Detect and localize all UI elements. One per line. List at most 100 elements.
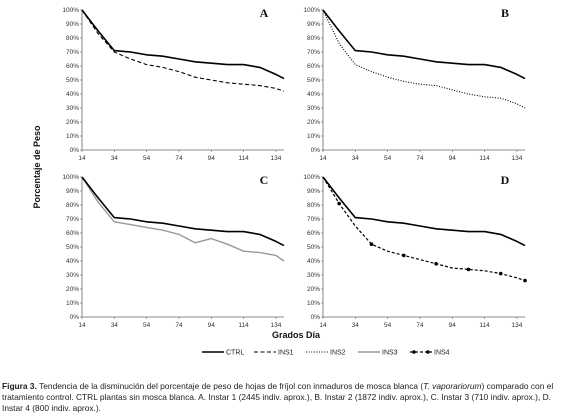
x-tick-label: 114 [238, 322, 249, 329]
y-tick-label: 70% [66, 216, 79, 223]
y-tick-label: 0% [311, 314, 321, 321]
panel-a: 0% 10% 20% 30% 40% 50% 60% 70% 80% 90% 100% 14 34 54 7… [62, 6, 285, 162]
y-tick-label: 60% [66, 63, 79, 70]
legend-marker [426, 350, 430, 354]
y-tick-label: 80% [66, 202, 79, 209]
series-line-ctrl [81, 9, 285, 80]
caption-text-before-species: Tendencia de la disminución del porcenta… [36, 381, 424, 391]
x-tick-label: 74 [416, 155, 424, 162]
x-tick-label: 34 [111, 322, 119, 329]
y-tick-label: 60% [307, 63, 320, 70]
y-tick-label: 30% [307, 105, 320, 112]
panel-letter: B [501, 6, 509, 20]
y-tick-label: 0% [70, 147, 80, 154]
x-tick-label: 74 [175, 322, 183, 329]
y-tick-label: 20% [66, 119, 79, 126]
caption-species: T. vaporariorum [423, 381, 482, 391]
x-tick-label: 14 [319, 155, 327, 162]
panel-c: 0% 10% 20% 30% 40% 50% 60% 70% 80% 90% 100% 14 34 54 7… [62, 173, 285, 329]
legend-label: INS4 [434, 350, 450, 357]
series-line-ctrl [81, 176, 285, 247]
y-tick-label: 10% [66, 300, 79, 307]
y-tick-label: 10% [307, 300, 320, 307]
panels-group: 0% 10% 20% 30% 40% 50% 60% 70% 80% 90% 100% 14 34 54 7… [62, 6, 527, 329]
x-tick-label: 94 [449, 155, 457, 162]
x-tick-label: 114 [479, 155, 490, 162]
y-tick-label: 70% [307, 49, 320, 56]
y-tick-label: 10% [307, 133, 320, 140]
y-tick-label: 40% [66, 258, 79, 265]
x-tick-label: 14 [319, 322, 327, 329]
y-tick-label: 90% [307, 21, 320, 28]
caption-label: Figura 3. [2, 381, 37, 391]
y-tick-label: 40% [307, 91, 320, 98]
x-tick-label: 34 [352, 155, 360, 162]
series-line-ctrl [322, 9, 526, 80]
y-tick-label: 20% [307, 119, 320, 126]
y-tick-label: 50% [307, 77, 320, 84]
series-marker-ins4 [434, 262, 438, 266]
x-tick-label: 134 [270, 155, 281, 162]
y-tick-label: 90% [307, 188, 320, 195]
legend-marker [412, 350, 416, 354]
series-marker-ins4 [402, 253, 406, 258]
x-tick-label: 114 [479, 322, 490, 329]
series-marker-ins4 [498, 271, 503, 276]
y-tick-label: 50% [307, 244, 320, 251]
y-tick-label: 0% [70, 314, 80, 321]
y-tick-label: 40% [66, 91, 79, 98]
y-tick-label: 80% [307, 202, 320, 209]
series-marker-ins4 [466, 267, 471, 272]
x-tick-label: 74 [416, 322, 424, 329]
legend-label: INS2 [330, 350, 346, 357]
x-axis-title: Grados Día [272, 330, 321, 340]
series-marker-ins4 [369, 242, 374, 246]
legend-label: CTRL [226, 350, 244, 357]
panel-letter: D [501, 173, 510, 187]
y-tick-label: 10% [66, 133, 79, 140]
x-tick-label: 134 [511, 322, 522, 329]
series-marker-ins4 [337, 201, 341, 206]
y-tick-label: 80% [66, 35, 79, 42]
legend-item-ins4: INS4 [410, 350, 450, 357]
legend-item-ctrl: CTRL [202, 350, 244, 357]
x-tick-label: 74 [175, 155, 183, 162]
y-tick-label: 80% [307, 35, 320, 42]
series-line-ins3 [81, 176, 285, 262]
y-tick-label: 30% [66, 272, 79, 279]
legend: CTRL INS1 INS2 INS3 INS4 [202, 350, 450, 357]
y-tick-label: 70% [307, 216, 320, 223]
legend-label: INS1 [278, 350, 294, 357]
x-tick-label: 54 [384, 155, 392, 162]
x-tick-label: 54 [384, 322, 392, 329]
legend-item-ins3: INS3 [358, 350, 398, 357]
y-tick-label: 40% [307, 258, 320, 265]
y-tick-label: 100% [62, 7, 79, 14]
x-tick-label: 14 [78, 322, 86, 329]
caption-text-after-species: ) comparado con el tratamiento control. … [2, 381, 554, 413]
x-tick-label: 134 [270, 322, 281, 329]
y-tick-label: 60% [307, 230, 320, 237]
series-line-ctrl [322, 176, 526, 247]
x-tick-label: 94 [208, 155, 216, 162]
series-line-ins2 [322, 9, 526, 109]
y-tick-label: 100% [62, 174, 79, 181]
y-tick-label: 0% [311, 147, 321, 154]
legend-label: INS3 [382, 350, 398, 357]
y-tick-label: 20% [66, 286, 79, 293]
y-tick-label: 30% [307, 272, 320, 279]
y-tick-label: 70% [66, 49, 79, 56]
x-tick-label: 34 [111, 155, 119, 162]
figure-caption: Figura 3. Tendencia de la disminución de… [2, 381, 573, 414]
legend-item-ins1: INS1 [254, 350, 294, 357]
series-line-ins1 [81, 9, 285, 92]
y-tick-label: 50% [66, 244, 79, 251]
x-tick-label: 14 [78, 155, 86, 162]
panel-d: 0% 10% 20% 30% 40% 50% 60% 70% 80% 90% 100% 14 34 54 7… [303, 173, 527, 329]
x-tick-label: 114 [238, 155, 249, 162]
y-axis-title: Porcentaje de Peso [32, 125, 42, 209]
y-tick-label: 50% [66, 77, 79, 84]
panel-letter: C [260, 173, 269, 187]
x-tick-label: 34 [352, 322, 360, 329]
